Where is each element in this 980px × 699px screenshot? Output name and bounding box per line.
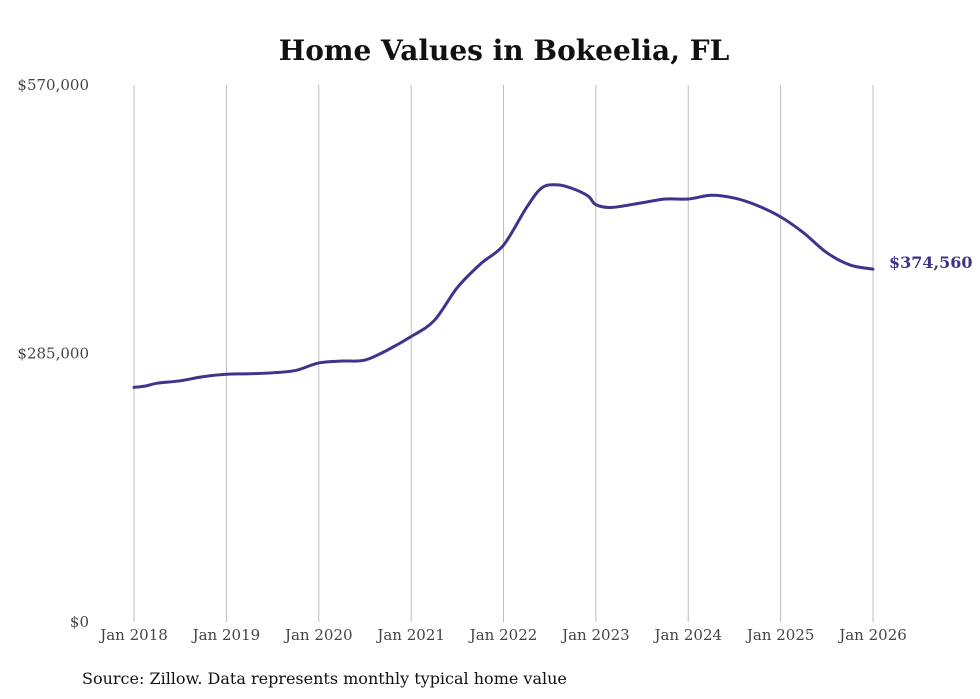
- source-note: Source: Zillow. Data represents monthly …: [82, 669, 567, 688]
- end-value-label: $374,560: [889, 253, 973, 272]
- y-tick-label: $0: [70, 613, 89, 631]
- x-axis: Jan 2018 Jan 2019 Jan 2020 Jan 2021 Jan 2022…: [98, 626, 907, 644]
- x-tick-label: Jan 2025: [745, 626, 815, 644]
- chart-title: Home Values in Bokeelia, FL: [279, 34, 730, 67]
- x-tick-label: Jan 2026: [837, 626, 907, 644]
- x-tick-label: Jan 2024: [652, 626, 722, 644]
- y-axis: $0 $285,000 $570,000: [17, 76, 89, 631]
- x-tick-label: Jan 2020: [283, 626, 353, 644]
- x-tick-label: Jan 2022: [468, 626, 538, 644]
- x-tick-label: Jan 2018: [98, 626, 168, 644]
- line-chart: Home Values in Bokeelia, FL $0 $285,000 $5…: [0, 0, 980, 699]
- y-tick-label: $570,000: [17, 76, 89, 94]
- x-tick-label: Jan 2023: [560, 626, 630, 644]
- x-tick-label: Jan 2019: [191, 626, 261, 644]
- gridlines: [134, 85, 873, 622]
- y-tick-label: $285,000: [17, 345, 89, 363]
- x-tick-label: Jan 2021: [375, 626, 445, 644]
